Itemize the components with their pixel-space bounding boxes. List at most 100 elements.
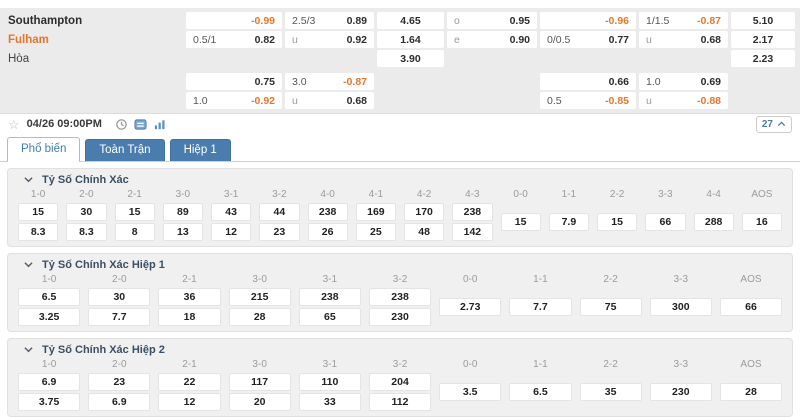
- odds-cell[interactable]: 23: [88, 373, 151, 391]
- odds-cell[interactable]: 35: [579, 383, 642, 401]
- odds-cell[interactable]: 8.3: [66, 223, 107, 241]
- odds-cell[interactable]: 6.5: [509, 383, 572, 401]
- tab-popular[interactable]: Phổ biến: [7, 137, 81, 162]
- odds-cell[interactable]: 2.73: [439, 298, 502, 316]
- odds-cell[interactable]: 7.7: [509, 298, 572, 316]
- odds-cell[interactable]: 142: [452, 223, 493, 241]
- score-header: 3-3: [673, 359, 688, 370]
- odds-cell[interactable]: 3.25: [18, 308, 81, 326]
- odds-cell[interactable]: 300: [649, 298, 712, 316]
- odds-cell[interactable]: 6.9: [18, 373, 81, 391]
- odds-cell[interactable]: 5.10: [731, 12, 795, 29]
- odds-cell[interactable]: 30: [88, 288, 151, 306]
- odds-cell[interactable]: 89: [162, 203, 203, 221]
- odds-cell[interactable]: 3.75: [18, 393, 81, 411]
- odds-cell[interactable]: 12: [211, 223, 252, 241]
- odds-cell[interactable]: 48: [404, 223, 445, 241]
- live-stream-icon[interactable]: [134, 118, 147, 131]
- odds-cell[interactable]: 3.0 -0.87: [285, 73, 374, 90]
- odds-cell[interactable]: 110: [298, 373, 361, 391]
- odds-cell[interactable]: 2.23: [731, 50, 795, 67]
- odds-cell[interactable]: 230: [368, 308, 432, 326]
- tab-first-half[interactable]: Hiệp 1: [169, 139, 231, 161]
- odds-cell[interactable]: 0.5/1 0.82: [186, 31, 282, 48]
- score-column: 3-0 117 20: [225, 358, 295, 411]
- odds-cell[interactable]: 43: [211, 203, 252, 221]
- market-count-toggle[interactable]: 27: [755, 115, 792, 133]
- odds-cell[interactable]: 238: [298, 288, 361, 306]
- stats-icon[interactable]: [153, 118, 166, 131]
- odds-cell[interactable]: 7.7: [88, 308, 151, 326]
- odds-cell[interactable]: 13: [162, 223, 203, 241]
- odds-cell[interactable]: 65: [298, 308, 361, 326]
- odds-cell[interactable]: 1.0 -0.92: [186, 92, 282, 109]
- odds-cell[interactable]: 28: [719, 383, 783, 401]
- odds-cell[interactable]: 1.64: [377, 31, 444, 48]
- odds-cell[interactable]: 169: [355, 203, 396, 221]
- odds-cell[interactable]: 2.17: [731, 31, 795, 48]
- odds-cell[interactable]: 2.5/3 0.89: [285, 12, 374, 29]
- odds-cell[interactable]: 112: [368, 393, 432, 411]
- favorite-star-icon[interactable]: ☆: [8, 116, 20, 132]
- odds-cell[interactable]: 0/0.5 0.77: [540, 31, 636, 48]
- odds-cell[interactable]: -0.99: [186, 12, 282, 29]
- odds-cell[interactable]: 15: [114, 203, 155, 221]
- odds-cell[interactable]: 12: [158, 393, 221, 411]
- odds-value: 5.10: [752, 14, 774, 27]
- odds-cell[interactable]: 16: [741, 213, 782, 231]
- odds-cell[interactable]: 1.0 0.69: [639, 73, 728, 90]
- odds-cell[interactable]: 7.9: [548, 213, 589, 231]
- odds-cell[interactable]: 8: [114, 223, 155, 241]
- odds-cell[interactable]: 1/1.5 -0.87: [639, 12, 728, 29]
- odds-cell[interactable]: 33: [298, 393, 361, 411]
- odds-cell[interactable]: 215: [228, 288, 291, 306]
- odds-cell[interactable]: 288: [693, 213, 734, 231]
- history-icon[interactable]: [115, 118, 128, 131]
- odds-cell[interactable]: -0.96: [540, 12, 636, 29]
- odds-cell[interactable]: 28: [228, 308, 291, 326]
- odds-cell[interactable]: 36: [158, 288, 221, 306]
- odds-cell[interactable]: 8.3: [18, 223, 59, 241]
- odds-cell[interactable]: 20: [228, 393, 291, 411]
- odds-cell[interactable]: u 0.68: [639, 31, 728, 48]
- odds-cell[interactable]: 23: [259, 223, 300, 241]
- odds-cell[interactable]: u 0.92: [285, 31, 374, 48]
- section-header[interactable]: Tỷ Số Chính Xác Hiệp 2: [14, 341, 786, 358]
- odds-cell[interactable]: 170: [404, 203, 445, 221]
- odds-cell[interactable]: 6.9: [88, 393, 151, 411]
- odds-cell[interactable]: 75: [579, 298, 642, 316]
- odds-cell[interactable]: 238: [307, 203, 348, 221]
- odds-cell[interactable]: 4.65: [377, 12, 444, 29]
- section-header[interactable]: Tỷ Số Chính Xác Hiệp 1: [14, 256, 786, 273]
- section-header[interactable]: Tỷ Số Chính Xác: [14, 171, 786, 188]
- odds-cell[interactable]: 0.5 -0.85: [540, 92, 636, 109]
- odds-cell[interactable]: 204: [368, 373, 432, 391]
- odds-cell[interactable]: 0.66: [540, 73, 636, 90]
- odds-cell[interactable]: 238: [368, 288, 432, 306]
- odds-cell[interactable]: 117: [228, 373, 291, 391]
- odds-cell[interactable]: 6.5: [18, 288, 81, 306]
- odds-cell[interactable]: 15: [18, 203, 59, 221]
- odds-cell[interactable]: 3.90: [377, 50, 444, 67]
- odds-cell[interactable]: 18: [158, 308, 221, 326]
- odds-cell[interactable]: 66: [719, 298, 783, 316]
- odds-cell[interactable]: 44: [259, 203, 300, 221]
- odds-cell[interactable]: e 0.90: [447, 31, 537, 48]
- odds-cell[interactable]: 238: [452, 203, 493, 221]
- odds-cell[interactable]: 66: [645, 213, 686, 231]
- odds-cell[interactable]: u -0.88: [639, 92, 728, 109]
- score-header: 2-0: [112, 359, 127, 370]
- odds-cell[interactable]: 22: [158, 373, 221, 391]
- odds-cell[interactable]: u 0.68: [285, 92, 374, 109]
- odds-cell[interactable]: 25: [355, 223, 396, 241]
- odds-cell[interactable]: 230: [649, 383, 712, 401]
- odds-cell[interactable]: 0.75: [186, 73, 282, 90]
- odds-cell[interactable]: 30: [66, 203, 107, 221]
- odds-cell[interactable]: 15: [500, 213, 541, 231]
- odds-cell[interactable]: 15: [597, 213, 638, 231]
- odds-cell[interactable]: o 0.95: [447, 12, 537, 29]
- odds-cell[interactable]: 26: [307, 223, 348, 241]
- odds-cell[interactable]: 3.5: [439, 383, 502, 401]
- odds-line-label: 0.5: [547, 94, 562, 107]
- tab-full-match[interactable]: Toàn Trận: [85, 139, 165, 161]
